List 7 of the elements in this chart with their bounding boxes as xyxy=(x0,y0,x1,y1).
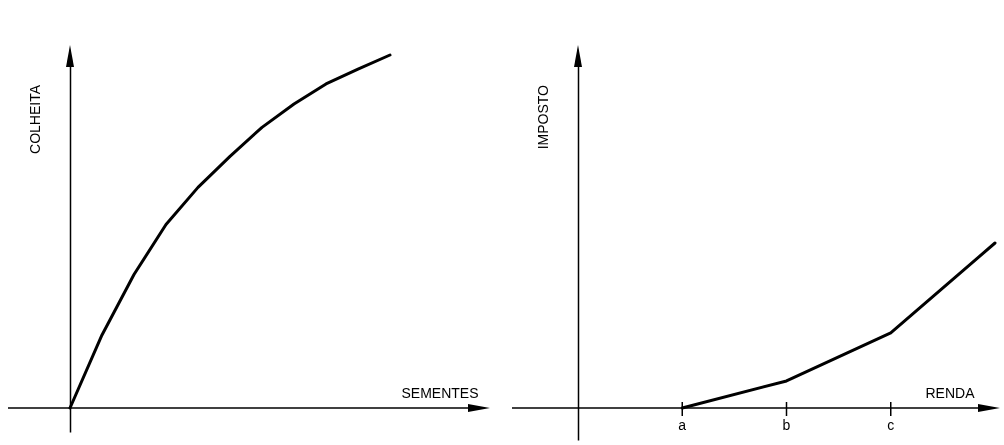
x-tick-label: a xyxy=(678,417,687,433)
x-tick-label: b xyxy=(782,417,791,433)
x-axis-title: SEMENTES xyxy=(401,385,479,401)
x-axis-title: RENDA xyxy=(925,385,976,401)
y-axis-title: IMPOSTO xyxy=(535,84,551,150)
x-tick-label: c xyxy=(887,417,895,433)
y-axis-title: COLHEITA xyxy=(27,84,43,154)
